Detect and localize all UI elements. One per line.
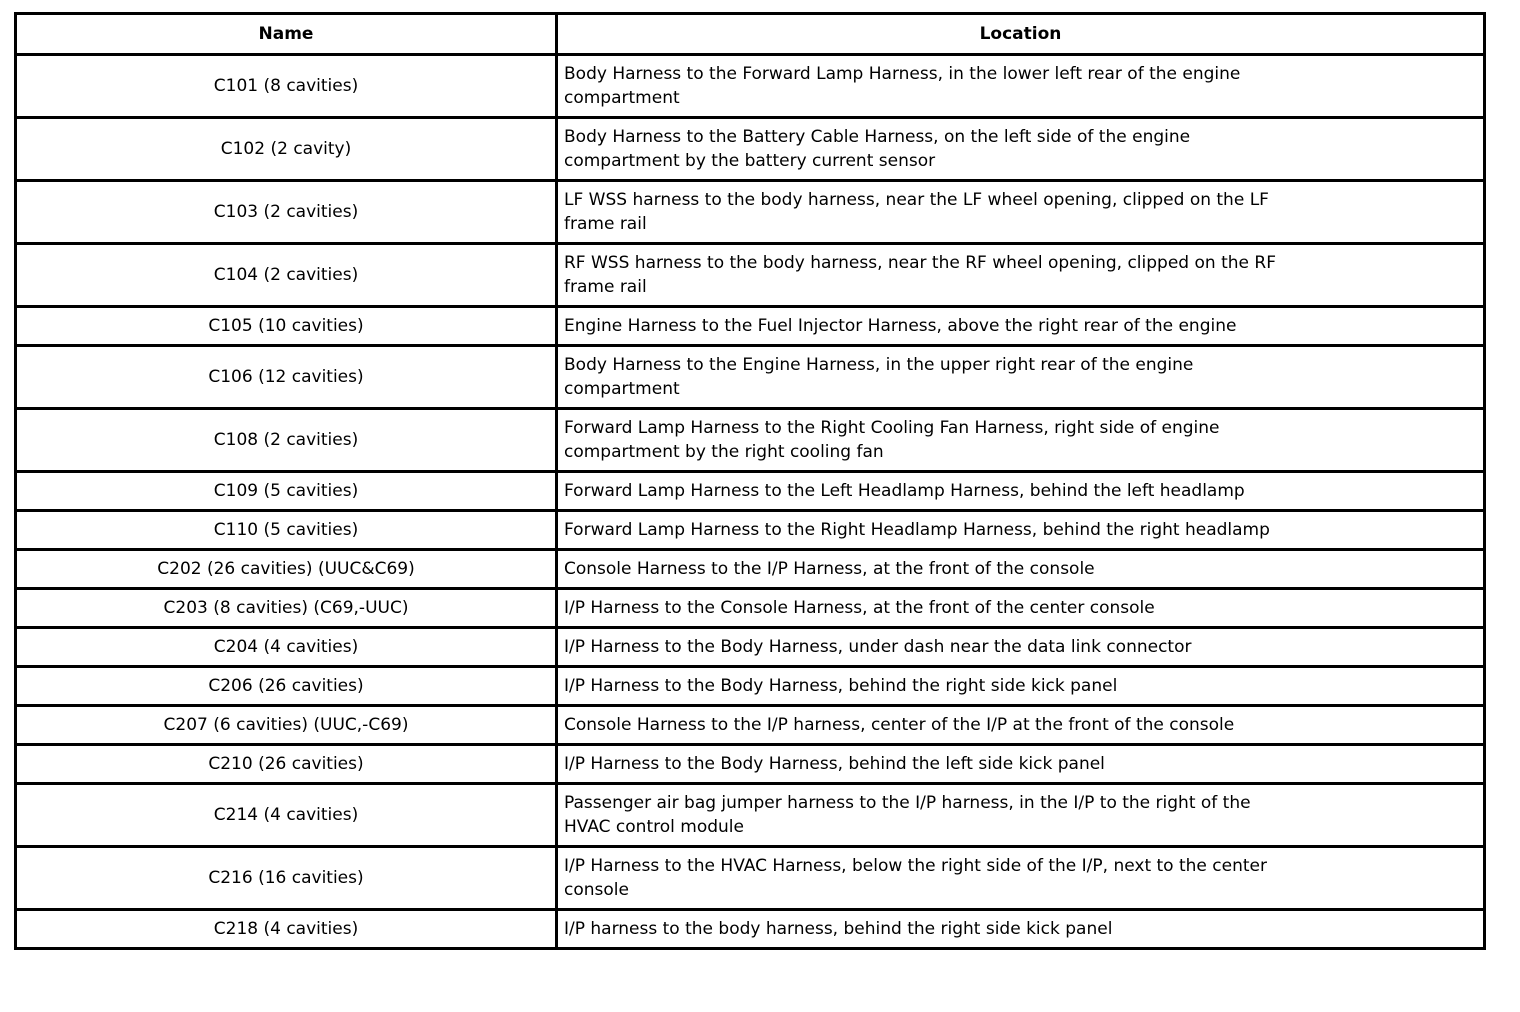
connector-location: Body Harness to the Forward Lamp Harness… — [555, 53, 1486, 119]
connector-location: LF WSS harness to the body harness, near… — [555, 179, 1486, 245]
connector-location: I/P Harness to the Console Harness, at t… — [555, 587, 1486, 629]
connector-name: C206 (26 cavities) — [14, 665, 558, 707]
connector-name: C202 (26 cavities) (UUC&C69) — [14, 548, 558, 590]
connector-name: C218 (4 cavities) — [14, 908, 558, 950]
connector-name: C105 (10 cavities) — [14, 305, 558, 347]
connector-location: I/P Harness to the Body Harness, behind … — [555, 665, 1486, 707]
table-row: C106 (12 cavities) Body Harness to the E… — [14, 344, 1486, 410]
connector-name: C109 (5 cavities) — [14, 470, 558, 512]
connector-location: Console Harness to the I/P harness, cent… — [555, 704, 1486, 746]
connector-location: Passenger air bag jumper harness to the … — [555, 782, 1486, 848]
table-row: C214 (4 cavities) Passenger air bag jump… — [14, 782, 1486, 848]
connector-location: Console Harness to the I/P Harness, at t… — [555, 548, 1486, 590]
connector-location: Forward Lamp Harness to the Right Coolin… — [555, 407, 1486, 473]
connector-location: Forward Lamp Harness to the Left Headlam… — [555, 470, 1486, 512]
connector-location: Engine Harness to the Fuel Injector Harn… — [555, 305, 1486, 347]
table-row: C216 (16 cavities) I/P Harness to the HV… — [14, 845, 1486, 911]
connector-name: C110 (5 cavities) — [14, 509, 558, 551]
connector-location: I/P harness to the body harness, behind … — [555, 908, 1486, 950]
table-row: C204 (4 cavities) I/P Harness to the Bod… — [14, 626, 1486, 668]
header-row: Name Location — [14, 12, 1486, 56]
table-row: C108 (2 cavities) Forward Lamp Harness t… — [14, 407, 1486, 473]
table-row: C206 (26 cavities) I/P Harness to the Bo… — [14, 665, 1486, 707]
table-row: C203 (8 cavities) (C69,-UUC) I/P Harness… — [14, 587, 1486, 629]
connector-location: I/P Harness to the Body Harness, behind … — [555, 743, 1486, 785]
column-header-name: Name — [14, 12, 558, 56]
table-row: C101 (8 cavities) Body Harness to the Fo… — [14, 53, 1486, 119]
table-row: C103 (2 cavities) LF WSS harness to the … — [14, 179, 1486, 245]
connector-name: C108 (2 cavities) — [14, 407, 558, 473]
connector-location: Body Harness to the Battery Cable Harnes… — [555, 116, 1486, 182]
table-row: C109 (5 cavities) Forward Lamp Harness t… — [14, 470, 1486, 512]
table-row: C202 (26 cavities) (UUC&C69) Console Har… — [14, 548, 1486, 590]
table-row: C207 (6 cavities) (UUC,-C69) Console Har… — [14, 704, 1486, 746]
connector-name: C104 (2 cavities) — [14, 242, 558, 308]
connector-name: C203 (8 cavities) (C69,-UUC) — [14, 587, 558, 629]
page: Name Location C101 (8 cavities) Body Har… — [14, 12, 1486, 950]
connector-name: C216 (16 cavities) — [14, 845, 558, 911]
column-header-location: Location — [555, 12, 1486, 56]
connector-name: C102 (2 cavity) — [14, 116, 558, 182]
table-row: C210 (26 cavities) I/P Harness to the Bo… — [14, 743, 1486, 785]
connector-location-table: Name Location C101 (8 cavities) Body Har… — [14, 12, 1486, 950]
connector-location: RF WSS harness to the body harness, near… — [555, 242, 1486, 308]
table-row: C104 (2 cavities) RF WSS harness to the … — [14, 242, 1486, 308]
connector-name: C214 (4 cavities) — [14, 782, 558, 848]
connector-name: C101 (8 cavities) — [14, 53, 558, 119]
connector-location: Body Harness to the Engine Harness, in t… — [555, 344, 1486, 410]
connector-location: I/P Harness to the Body Harness, under d… — [555, 626, 1486, 668]
connector-location: Forward Lamp Harness to the Right Headla… — [555, 509, 1486, 551]
table-row: C102 (2 cavity) Body Harness to the Batt… — [14, 116, 1486, 182]
connector-name: C210 (26 cavities) — [14, 743, 558, 785]
table-row: C218 (4 cavities) I/P harness to the bod… — [14, 908, 1486, 950]
connector-name: C106 (12 cavities) — [14, 344, 558, 410]
connector-location: I/P Harness to the HVAC Harness, below t… — [555, 845, 1486, 911]
connector-name: C207 (6 cavities) (UUC,-C69) — [14, 704, 558, 746]
connector-name: C103 (2 cavities) — [14, 179, 558, 245]
table-row: C105 (10 cavities) Engine Harness to the… — [14, 305, 1486, 347]
connector-name: C204 (4 cavities) — [14, 626, 558, 668]
table-row: C110 (5 cavities) Forward Lamp Harness t… — [14, 509, 1486, 551]
